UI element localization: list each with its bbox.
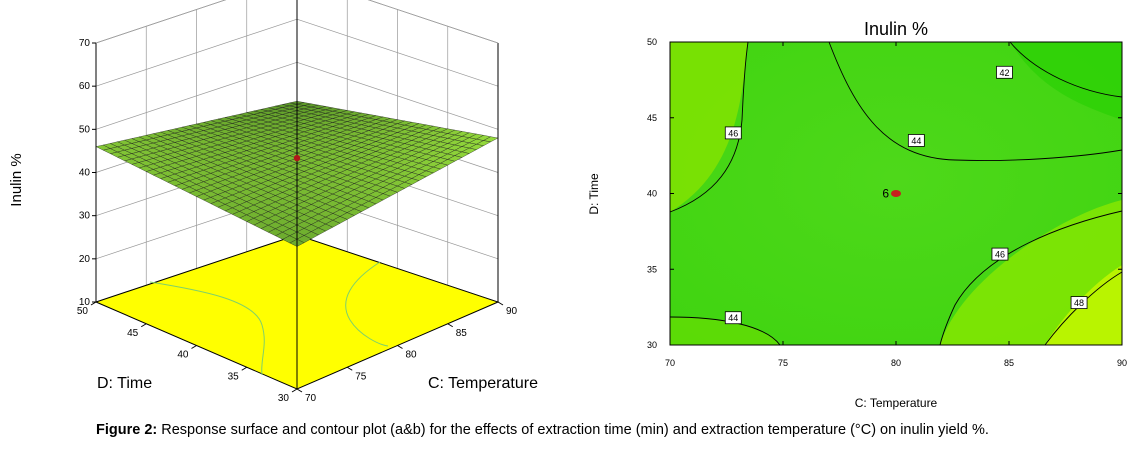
y-tick-label: 50 <box>77 306 89 317</box>
contour-label-box <box>996 65 1013 79</box>
contour-y-tick-label: 40 <box>647 189 657 199</box>
contour-label-box <box>1070 296 1088 309</box>
x-tick <box>447 323 454 328</box>
floor-contour-right <box>345 261 389 347</box>
contour-title: Inulin % <box>864 19 928 39</box>
contour-x-tick-label: 90 <box>1117 358 1127 368</box>
contour-region-top-right <box>1010 42 1122 120</box>
x-tick-label: 85 <box>456 328 468 339</box>
contour-region-bottom-left <box>670 317 780 345</box>
contour-label-box <box>724 311 742 325</box>
x-tick-label: 75 <box>355 371 367 382</box>
z-tick-label: 70 <box>79 38 91 49</box>
surface-design-point <box>293 154 301 162</box>
top-frame <box>95 0 499 44</box>
contour-line-46-right <box>939 210 1123 346</box>
contour-x-axis-label: C: Temperature <box>855 396 938 410</box>
contour-y-tick-label: 50 <box>647 37 657 47</box>
contour-value-label: 48 <box>1070 296 1088 309</box>
x-tick <box>397 345 403 349</box>
x-tick-label: 90 <box>506 306 518 317</box>
caption-label: Figure 2: <box>96 422 158 438</box>
z-tick-label: 60 <box>79 81 91 92</box>
x-tick <box>497 301 504 306</box>
contour-label-box <box>724 126 742 140</box>
contour-x-tick-label: 70 <box>665 358 675 368</box>
y-tick-label: 40 <box>177 350 189 361</box>
y-tick-label: 45 <box>127 328 139 339</box>
contour-value-label: 44 <box>907 134 925 147</box>
y-tick <box>241 366 248 371</box>
contour-label-text: 44 <box>728 313 738 323</box>
y-tick <box>90 301 97 306</box>
contour-labels: 42 44 46 46 48 44 <box>724 65 1088 325</box>
x-tick-label: 70 <box>305 393 317 404</box>
contour-label-text: 44 <box>911 136 921 146</box>
y-tick <box>291 388 298 393</box>
contour-line-42 <box>1009 41 1123 98</box>
contour-design-point <box>891 190 901 197</box>
z-tick-label: 10 <box>79 297 91 308</box>
contour-y-axis-label: D: Time <box>587 173 601 215</box>
contour-design-point-label: 6 <box>882 187 889 201</box>
contour-axes: 70 75 80 85 90 30 35 40 45 50 <box>647 37 1127 368</box>
z-tick-label: 30 <box>79 211 91 222</box>
z-tick-label: 40 <box>79 168 91 179</box>
surface-axes: 10 20 30 40 50 60 70 30 35 40 45 50 70 75 80 85 90 <box>77 38 518 404</box>
contour-region-top-left <box>670 42 748 212</box>
y-tick-label: 30 <box>278 393 290 404</box>
contour-y-tick-label: 30 <box>647 340 657 350</box>
y-tick <box>140 323 147 328</box>
surface-x-axis-label: C: Temperature <box>428 375 538 392</box>
contour-label-box <box>907 134 925 147</box>
contour-plot: Inulin % 42 44 46 46 48 44 70 75 80 85 90 30 35 40 45… <box>587 19 1127 410</box>
contour-y-tick-label: 45 <box>647 113 657 123</box>
contour-label-text: 46 <box>728 128 738 138</box>
y-tick <box>191 345 197 349</box>
contour-label-box <box>991 247 1009 261</box>
floor-contour-left <box>149 281 265 376</box>
x-tick-label: 80 <box>406 350 418 361</box>
contour-y-tick-label: 35 <box>647 264 657 274</box>
x-tick <box>296 388 303 393</box>
contour-value-label: 46 <box>991 247 1009 261</box>
contour-label-text: 42 <box>999 68 1009 78</box>
surface-y-axis-label: D: Time <box>97 375 152 392</box>
x-tick <box>346 366 353 371</box>
surface-z-axis-label: Inulin % <box>8 153 25 206</box>
contour-x-tick-label: 80 <box>891 358 901 368</box>
figure-caption: Figure 2: Response surface and contour p… <box>96 422 1096 438</box>
contour-line-44-upper <box>828 41 1123 161</box>
contour-x-tick-label: 75 <box>778 358 788 368</box>
z-tick-label: 50 <box>79 124 91 135</box>
contour-value-label: 46 <box>724 126 742 140</box>
contour-value-label: 44 <box>724 311 742 325</box>
z-tick-label: 20 <box>79 254 91 265</box>
contour-label-text: 48 <box>1074 298 1084 308</box>
contour-value-label: 42 <box>996 65 1013 79</box>
contour-label-text: 46 <box>995 250 1005 260</box>
surface-plot: 10 20 30 40 50 60 70 30 35 40 45 50 70 75 80 85 90 Inuli… <box>8 0 538 404</box>
y-tick-label: 35 <box>228 371 240 382</box>
caption-text: Response surface and contour plot (a&b) … <box>157 422 989 438</box>
contour-x-tick-label: 85 <box>1004 358 1014 368</box>
front-axis-posts <box>95 0 499 389</box>
response-surface <box>95 101 499 247</box>
contour-line-46-left <box>669 41 749 213</box>
